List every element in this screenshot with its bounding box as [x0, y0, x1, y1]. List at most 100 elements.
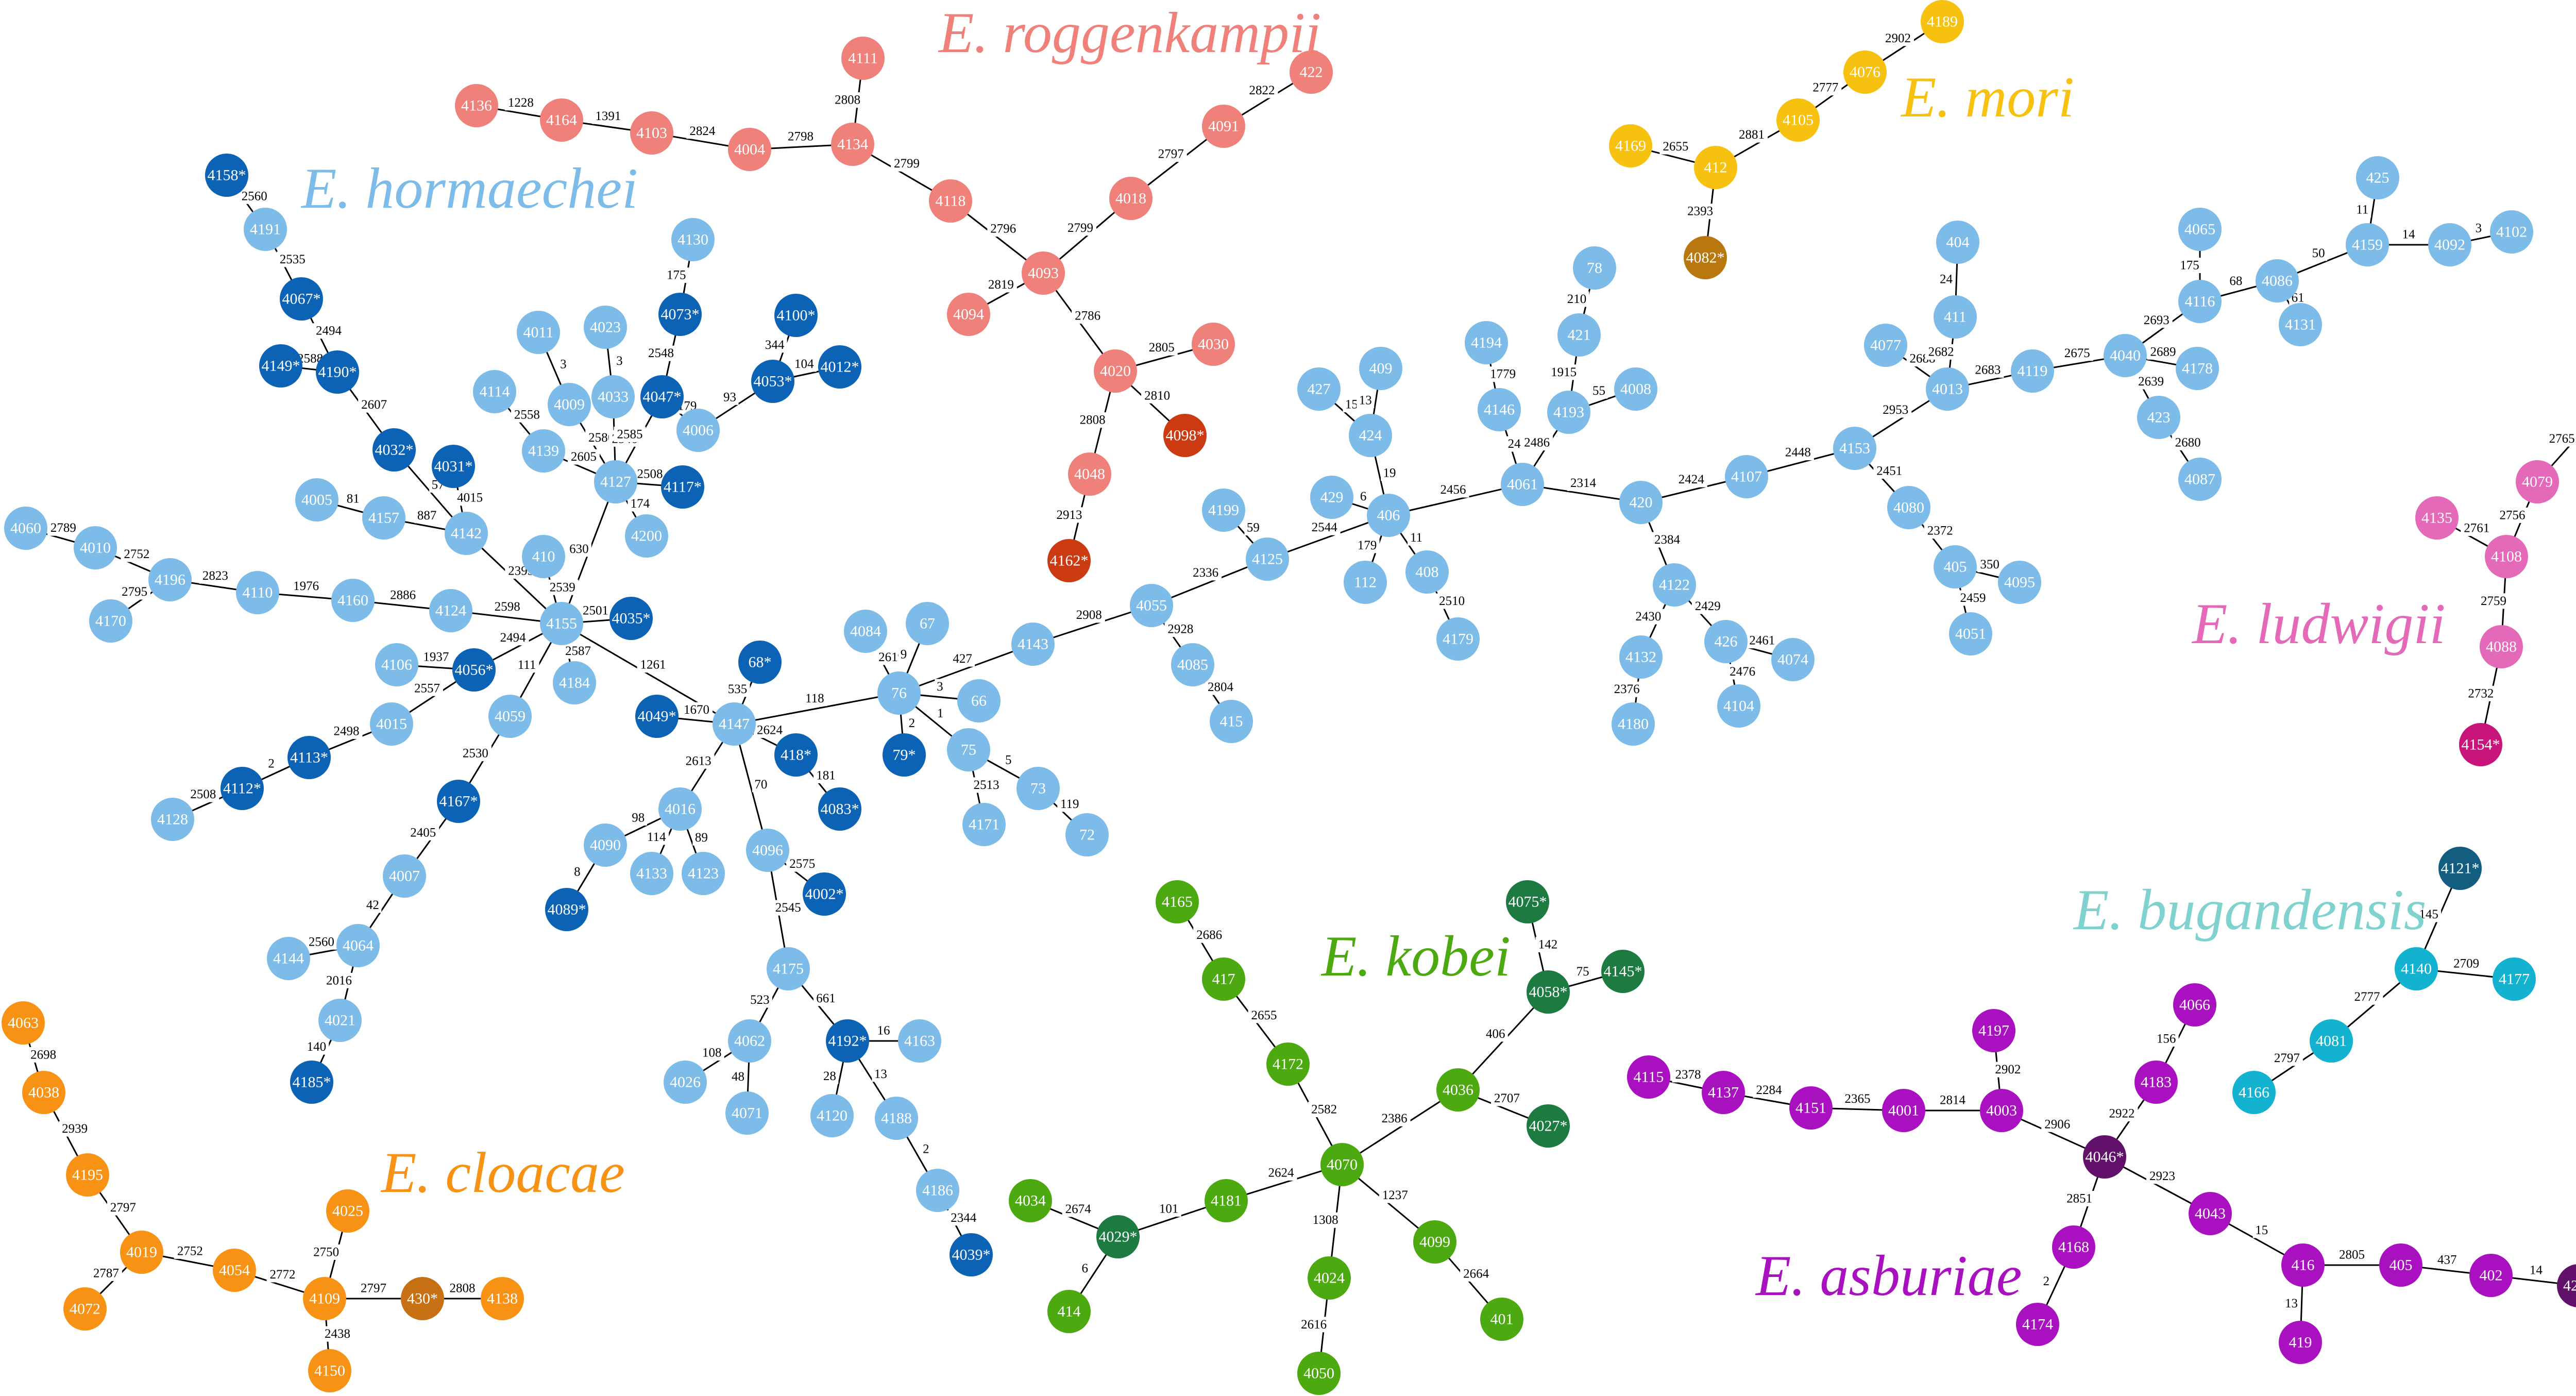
- edge-label: 2674: [1065, 1202, 1092, 1216]
- node-circle: [1320, 1143, 1364, 1186]
- node-label: 4151: [1795, 1100, 1826, 1117]
- node-circle: [841, 37, 885, 80]
- node-label: 4147: [719, 716, 750, 733]
- node-4067: 4067*: [280, 277, 323, 321]
- node-label: 4131: [2285, 316, 2316, 333]
- node-label: 4085: [1177, 657, 1208, 674]
- node-label: 4111: [848, 50, 878, 67]
- node-label: 4154*: [2462, 736, 2500, 753]
- node-label: 4051: [1955, 626, 1986, 643]
- edge-label: 2750: [313, 1245, 339, 1259]
- node-label: 4035*: [612, 610, 651, 627]
- node-circle: [2232, 1071, 2276, 1114]
- edge-label-background: [107, 1200, 139, 1216]
- edge-label: 2761: [2464, 522, 2489, 535]
- node-4030: 4030: [1192, 323, 1235, 366]
- node-label: 4002*: [805, 886, 844, 903]
- edge-label-background: [692, 830, 710, 846]
- node-label: 4096: [752, 842, 783, 859]
- edge-label: 2655: [1663, 140, 1688, 154]
- edge-label-background: [562, 643, 595, 659]
- edge-label-background: [1205, 679, 1237, 695]
- node-circle: [437, 780, 480, 823]
- node-414: 414: [1047, 1290, 1091, 1333]
- node-label: 4053*: [754, 373, 792, 390]
- node-label: 73: [1030, 780, 1046, 797]
- edge-label-background: [1746, 633, 1778, 649]
- edge-label: 15: [1345, 398, 1358, 412]
- node-circle: [1009, 1179, 1052, 1222]
- edge-label: 2378: [1675, 1068, 1701, 1082]
- node-4115: 4115: [1627, 1055, 1670, 1099]
- edge-label: 2539: [550, 580, 575, 594]
- node-4177: 4177: [2493, 957, 2536, 1001]
- node-label: 423: [2147, 409, 2171, 426]
- node-4011: 4011: [517, 311, 560, 354]
- node-72: 72: [1065, 813, 1109, 856]
- node-4132: 4132: [1619, 635, 1663, 679]
- edge-label: 2405: [410, 826, 436, 839]
- edge-label-background: [987, 221, 1020, 237]
- edge-label: 2624: [1268, 1166, 1295, 1180]
- node-label: 420: [1630, 494, 1653, 511]
- node-circle: [2016, 1303, 2059, 1346]
- node-4170: 4170: [89, 599, 132, 643]
- node-circle: [658, 293, 702, 336]
- node-label: 4184: [559, 675, 590, 692]
- edge-label-background: [266, 1267, 299, 1283]
- node-label: 4110: [243, 584, 273, 601]
- edge-label: 2808: [1080, 413, 1106, 427]
- node-4167: 4167*: [437, 780, 480, 823]
- edge-label: 8: [574, 865, 581, 879]
- edge-label-background: [664, 267, 689, 283]
- edge-label-background: [2496, 507, 2529, 523]
- edge-label: 145: [2419, 907, 2438, 921]
- node-circle: [1480, 1298, 1523, 1341]
- edge-label-background: [1879, 402, 1912, 418]
- edge-label-background: [1193, 927, 1226, 943]
- node-label: 4099: [1419, 1234, 1450, 1251]
- edge-label-background: [935, 705, 946, 721]
- edge-label-background: [1145, 340, 1178, 356]
- node-4169: 4169: [1609, 124, 1652, 167]
- node-4093: 4093: [1022, 251, 1065, 295]
- node-label: 4189: [1927, 13, 1958, 30]
- node-label: 4146: [1484, 401, 1515, 418]
- edge-label-background: [872, 1066, 890, 1082]
- edge-label-background: [1957, 590, 1989, 606]
- node-4049: 4049*: [635, 695, 679, 738]
- edge-4147-76: [734, 692, 900, 725]
- node-4134: 4134: [831, 123, 874, 166]
- node-label: 4079: [2522, 474, 2553, 491]
- node-4197: 4197: [1972, 1009, 2015, 1052]
- node-4048: 4048: [1068, 452, 1111, 496]
- edge-label-background: [567, 449, 600, 465]
- node-circle: [2415, 496, 2459, 540]
- node-4121: 4121*: [2438, 847, 2482, 890]
- node-425: 425: [2356, 156, 2399, 199]
- node-circle: [452, 648, 496, 692]
- edge-label: 2558: [514, 408, 540, 422]
- node-circle: [2189, 1192, 2232, 1235]
- node-circle: [1882, 1089, 1925, 1132]
- node-label: 4091: [1208, 118, 1239, 135]
- node-circle: [1310, 476, 1353, 519]
- node-label: 422: [1300, 64, 1323, 81]
- edge-label-background: [1378, 1111, 1411, 1126]
- edge-label-background: [614, 353, 625, 369]
- node-label: 4008: [1620, 381, 1651, 398]
- node-4191: 4191: [244, 208, 287, 251]
- edge-label-background: [504, 95, 537, 111]
- node-label: 410: [532, 548, 555, 565]
- edge-label: 2756: [2500, 508, 2526, 522]
- node-label: 4066: [2179, 997, 2210, 1014]
- edge-label-background: [118, 584, 151, 600]
- node-405: 405: [1934, 545, 1977, 588]
- edge-label-background: [411, 680, 444, 696]
- node-label: 405: [2389, 1257, 2413, 1274]
- species-label-kobei: E. kobei: [1321, 924, 1511, 988]
- edge-label: 28: [823, 1069, 836, 1083]
- edge-label-background: [407, 825, 439, 840]
- node-4159: 4159: [2346, 223, 2389, 266]
